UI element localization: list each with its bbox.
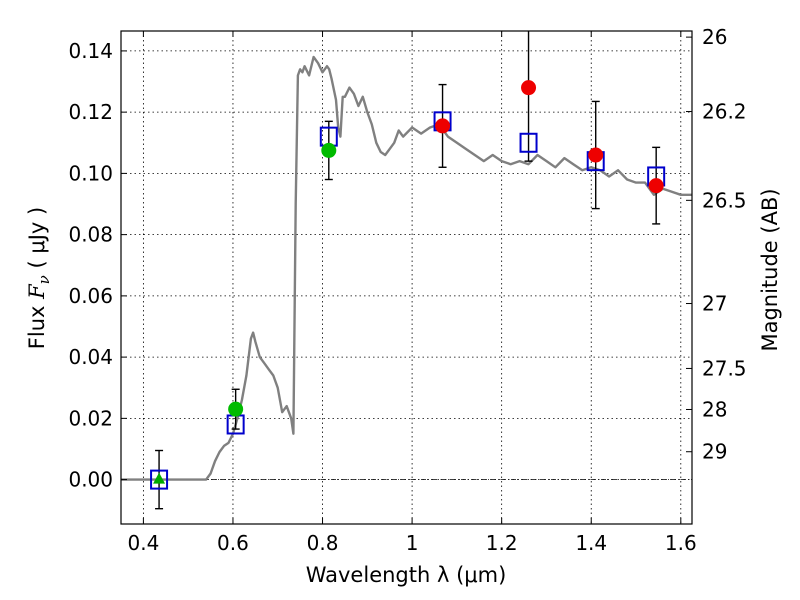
y-tick-label: 0.10	[68, 161, 113, 185]
x-tick-label: 0.4	[127, 531, 159, 555]
x-tick-label: 1	[406, 531, 419, 555]
observed-point	[521, 80, 537, 96]
observed-point	[648, 178, 664, 194]
model-bandpass-square	[519, 132, 538, 153]
observed-point	[321, 142, 337, 158]
y-axis-label-subscript: ν	[35, 275, 53, 284]
observed-point	[435, 118, 451, 134]
y-tick-label: 0.06	[68, 284, 113, 308]
y-tick-label: 0.00	[68, 468, 113, 492]
x-tick-label: 1.6	[665, 531, 697, 555]
x-tick-label: 0.6	[217, 531, 249, 555]
y-axis-label-unit: ( μJy )	[25, 207, 49, 275]
observed-points	[153, 80, 664, 484]
ticks: 0.4 0.6 0.8 1 1.2 1.4 1.6 0.00 0.02 0.04 0.06 0.08 0…	[68, 25, 746, 555]
x-tick-label: 0.8	[307, 531, 339, 555]
model-sed-layer	[121, 55, 692, 481]
right-tick-label: 29	[702, 440, 727, 464]
plot-frame	[120, 30, 693, 525]
right-tick-label: 26	[702, 25, 727, 49]
y-axis-label: Flux Fν ( μJy )	[25, 207, 53, 349]
y-tick-label: 0.14	[68, 39, 113, 63]
observed-point	[588, 147, 604, 163]
model-sed-curve	[121, 55, 692, 481]
x-axis-label: Wavelength λ (μm)	[306, 563, 507, 587]
y-axis-label-symbol: F	[25, 283, 49, 300]
right-tick-label: 27	[702, 292, 727, 316]
x-tick-label: 1.4	[575, 531, 607, 555]
y-tick-label: 0.04	[68, 345, 113, 369]
y-tick-label: 0.12	[68, 100, 113, 124]
right-axis-label: Magnitude (AB)	[758, 188, 782, 351]
right-tick-label: 27.5	[702, 356, 747, 380]
right-tick-label: 26.5	[702, 188, 747, 212]
model-bandpass-square	[150, 469, 169, 490]
right-tick-label: 28	[702, 397, 727, 421]
observed-point-triangle	[153, 472, 166, 484]
observed-point	[228, 401, 244, 417]
gridlines	[121, 31, 692, 524]
right-tick-label: 26.2	[702, 100, 747, 124]
y-axis-label-prefix: Flux	[25, 299, 49, 349]
y-tick-label: 0.02	[68, 406, 113, 430]
y-tick-label: 0.08	[68, 223, 113, 247]
x-tick-label: 1.2	[486, 531, 518, 555]
